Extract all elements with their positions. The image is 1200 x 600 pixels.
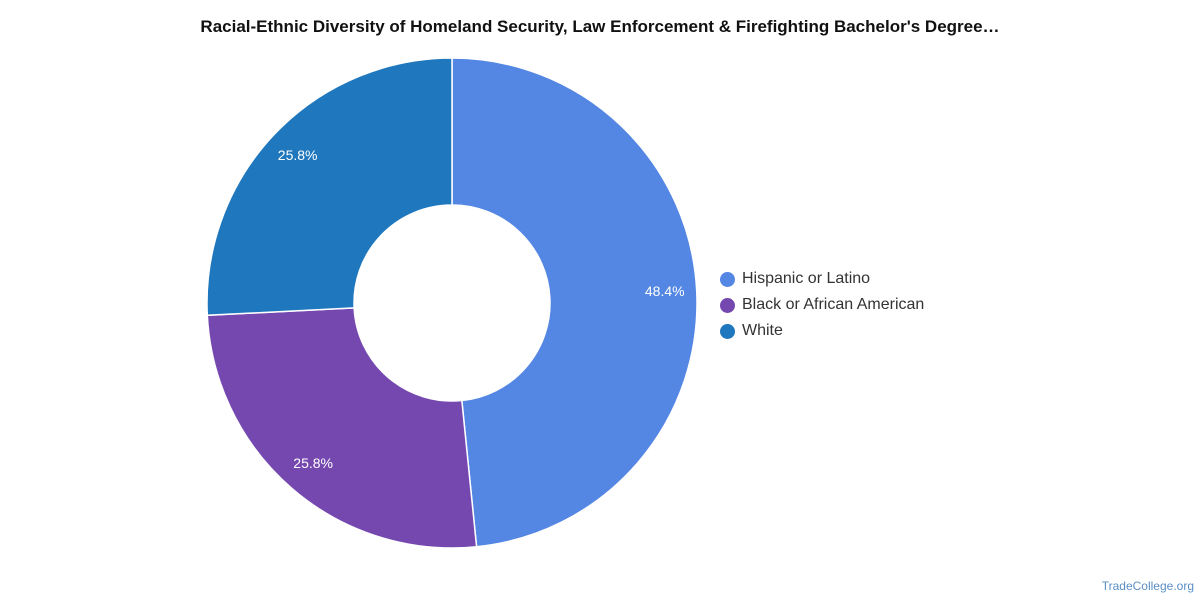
slice-white[interactable] bbox=[206, 57, 453, 317]
legend: Hispanic or Latino Black or African Ameri… bbox=[720, 266, 924, 344]
slices-group bbox=[206, 57, 698, 549]
slice-hispanic-or-latino[interactable] bbox=[451, 57, 698, 548]
legend-swatch bbox=[720, 297, 735, 313]
legend-item-white[interactable]: White bbox=[720, 318, 924, 344]
slice-label-hispanic-or-latino: 48.4% bbox=[645, 283, 685, 299]
legend-item-hispanic-or-latino[interactable]: Hispanic or Latino bbox=[720, 266, 924, 292]
slice-black-or-african-american[interactable] bbox=[206, 307, 478, 549]
legend-swatch bbox=[720, 271, 735, 287]
legend-label: White bbox=[742, 322, 783, 339]
legend-label: Black or African American bbox=[742, 296, 925, 313]
legend-swatch bbox=[720, 323, 735, 339]
slice-label-white: 25.8% bbox=[278, 147, 318, 163]
legend-item-black-or-african-american[interactable]: Black or African American bbox=[720, 292, 924, 318]
chart-title: Racial-Ethnic Diversity of Homeland Secu… bbox=[200, 17, 1000, 36]
slice-label-black-or-african-american: 25.8% bbox=[293, 455, 333, 471]
slice-labels-group: 48.4% 25.8% 25.8% bbox=[278, 147, 685, 471]
watermark-link[interactable]: TradeCollege.org bbox=[1101, 579, 1194, 593]
legend-label: Hispanic or Latino bbox=[742, 270, 871, 287]
